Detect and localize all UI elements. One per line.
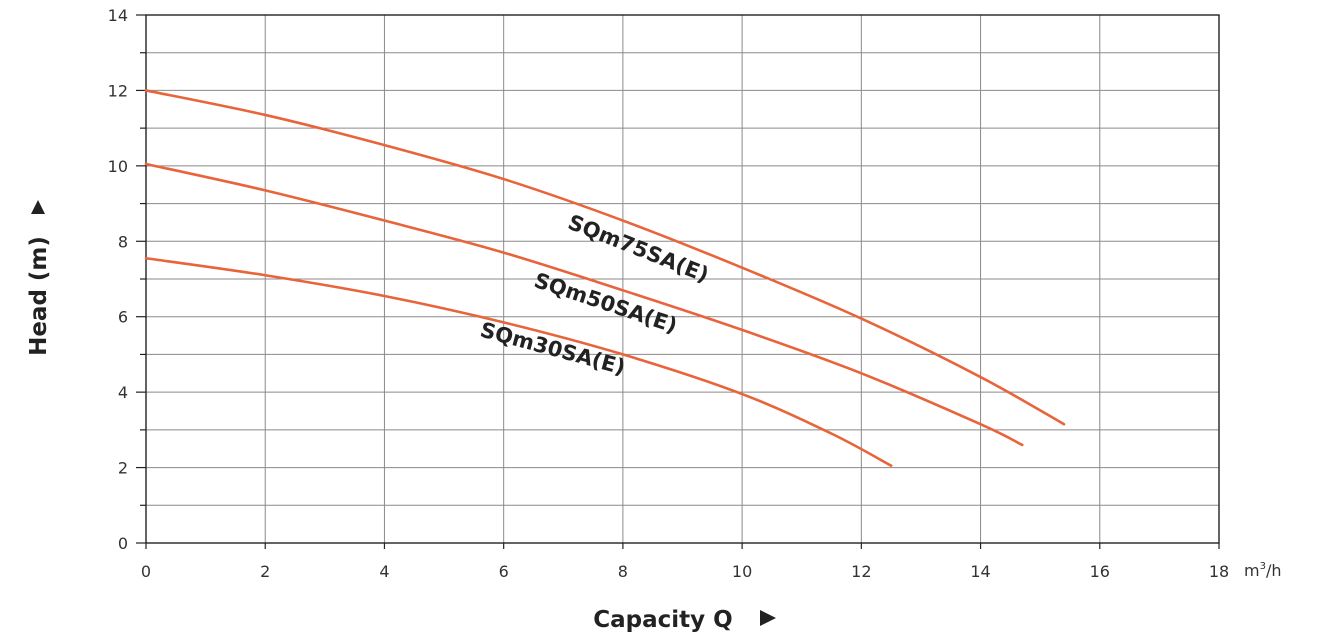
y-axis-ticks: 0 2 4 6 8 10 12 14 [108,6,146,553]
x-tick-label: 6 [499,562,509,581]
x-tick-label: 0 [141,562,151,581]
y-tick-label: 2 [118,459,128,478]
x-tick-label: 2 [260,562,270,581]
x-unit-tail: /h [1266,561,1282,580]
x-axis-title: Capacity Q [593,607,732,633]
y-tick-label: 10 [108,157,128,176]
y-tick-label: 8 [118,232,128,251]
series-label-sqm75sa-e-: SQm75SA(E) [565,210,712,287]
x-tick-label: 14 [970,562,990,581]
x-axis-unit: m3/h [1244,561,1282,580]
series-lines [144,89,1066,467]
x-tick-label: 10 [732,562,752,581]
x-axis-ticks: 0 2 4 6 8 10 12 14 16 18 [141,543,1229,581]
y-tick-label: 0 [118,534,128,553]
x-tick-label: 8 [618,562,628,581]
series-line-sqm75sa-e- [144,89,1066,426]
x-axis-arrow-icon [760,610,776,626]
y-tick-label: 6 [118,308,128,327]
x-unit-base: m [1244,561,1260,580]
x-tick-label: 12 [851,562,871,581]
y-tick-label: 12 [108,81,128,100]
x-tick-label: 16 [1090,562,1110,581]
x-tick-label: 18 [1209,562,1229,581]
x-tick-label: 4 [379,562,389,581]
series-line-sqm30sa-e- [144,256,893,467]
y-axis-title: Head (m) [26,236,52,356]
y-tick-label: 14 [108,6,128,25]
series-line-sqm50sa-e- [144,162,1024,447]
y-axis-arrow-icon [31,200,45,214]
grid [146,15,1219,543]
x-unit-superscript: 3 [1260,561,1266,572]
y-tick-label: 4 [118,383,128,402]
